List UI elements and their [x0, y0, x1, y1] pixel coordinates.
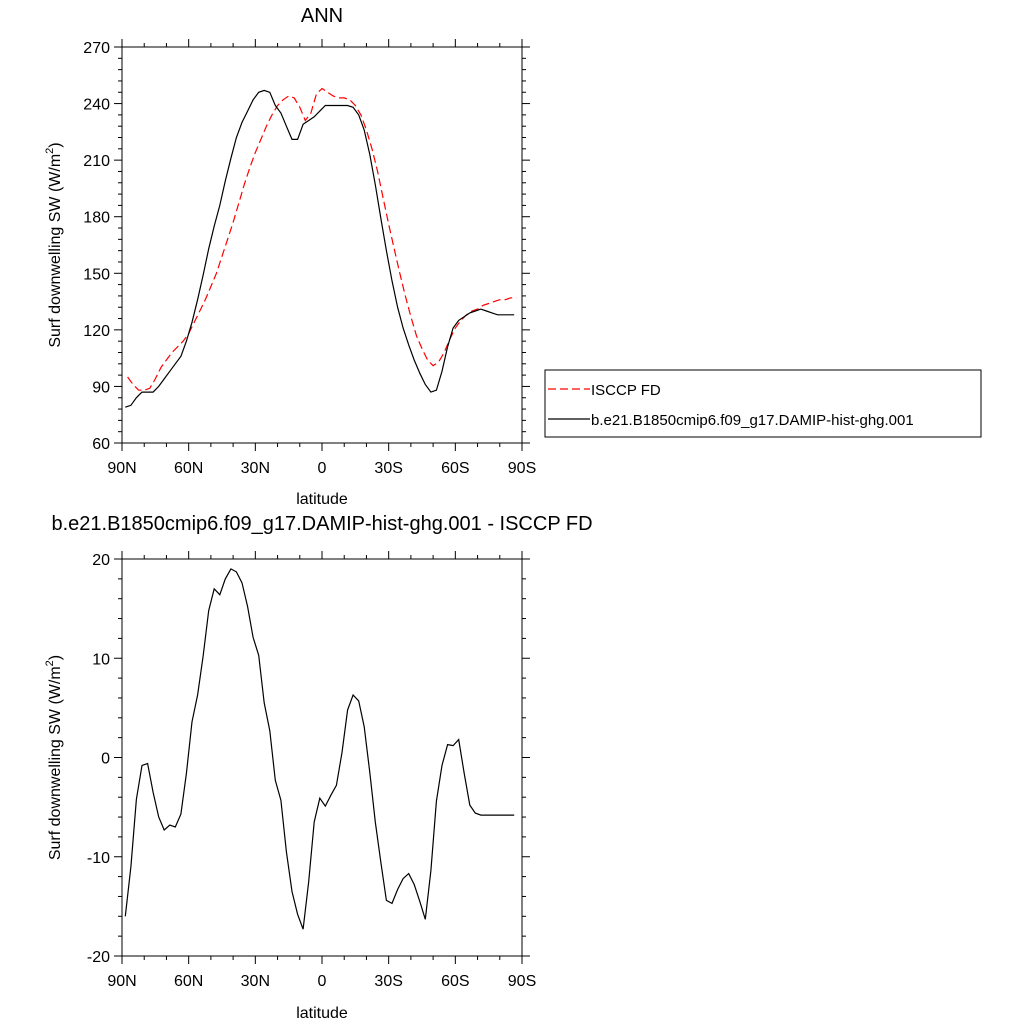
y-tick-label: 180	[83, 210, 110, 227]
series-line-1	[124, 568, 515, 930]
legend-label-2: b.e21.B1850cmip6.f09_g17.DAMIP-hist-ghg.…	[591, 412, 914, 429]
x-tick-label: 30S	[374, 460, 402, 477]
series-line-1	[127, 87, 517, 391]
y-axis-label: Surf downwelling SW (W/m2)	[44, 142, 64, 347]
y-tick-label: -10	[87, 850, 110, 867]
y-tick-label: 240	[83, 97, 110, 114]
y-tick-label: 210	[83, 153, 110, 170]
x-tick-label: 60S	[441, 460, 469, 477]
x-tick-label: 30N	[241, 460, 270, 477]
x-tick-label: 90S	[508, 973, 536, 990]
y-tick-label: 0	[101, 751, 110, 768]
y-tick-label: 270	[83, 40, 110, 57]
y-tick-label: 90	[92, 379, 110, 396]
legend-label-1: ISCCP FD	[591, 382, 661, 399]
y-tick-label: -20	[87, 949, 110, 966]
x-tick-label: 30S	[374, 973, 402, 990]
x-tick-label: 60N	[174, 973, 203, 990]
x-tick-label: 0	[318, 460, 327, 477]
y-tick-label: 120	[83, 323, 110, 340]
plot-frame	[121, 46, 523, 444]
legend: ISCCP FD b.e21.B1850cmip6.f09_g17.DAMIP-h…	[544, 369, 982, 438]
x-tick-label: 0	[318, 973, 327, 990]
x-axis-label: latitude	[296, 1005, 348, 1022]
y-tick-label: 10	[92, 651, 110, 668]
x-tick-label: 60S	[441, 973, 469, 990]
chart-panel-1: ANN 60 90 120 150 180 210 240 270 90N 60N 30N 0 30S 60…	[44, 5, 536, 508]
x-tick-label: 90N	[107, 460, 136, 477]
series-line-2	[125, 89, 515, 408]
y-tick-label: 150	[83, 266, 110, 283]
chart-panel-2: b.e21.B1850cmip6.f09_g17.DAMIP-hist-ghg.…	[44, 513, 593, 1022]
y-tick-label: 20	[92, 552, 110, 569]
x-axis-label: latitude	[296, 491, 348, 508]
chart-title: ANN	[301, 5, 343, 27]
x-tick-label: 90S	[508, 460, 536, 477]
x-tick-label: 90N	[107, 973, 136, 990]
y-axis-label: Surf downwelling SW (W/m2)	[44, 655, 64, 860]
legend-box	[544, 369, 982, 438]
y-tick-label: 60	[92, 436, 110, 453]
x-tick-label: 30N	[241, 973, 270, 990]
chart-title: b.e21.B1850cmip6.f09_g17.DAMIP-hist-ghg.…	[51, 513, 592, 535]
x-tick-label: 60N	[174, 460, 203, 477]
